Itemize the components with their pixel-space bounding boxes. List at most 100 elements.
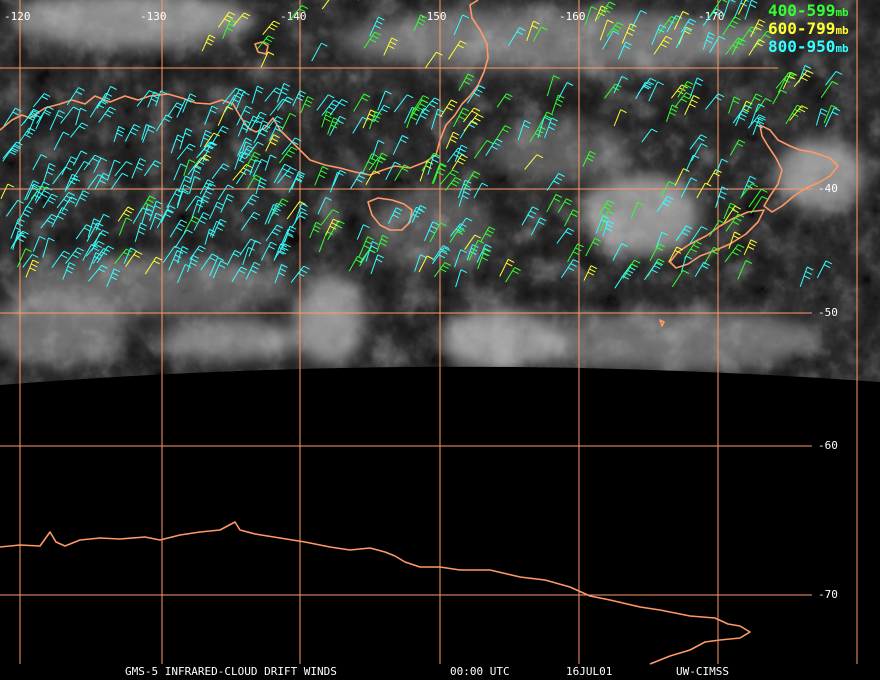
caption-source: UW-CIMSS bbox=[676, 665, 729, 678]
wind-barb bbox=[621, 23, 637, 44]
lon-label: -150 bbox=[420, 10, 447, 23]
wind-barb bbox=[170, 134, 184, 154]
wind-barb bbox=[453, 14, 469, 36]
wind-barb bbox=[785, 104, 804, 125]
wind-barb bbox=[449, 227, 466, 243]
wind-barb bbox=[532, 26, 548, 42]
wind-barb bbox=[696, 182, 712, 199]
wind-barb bbox=[124, 123, 141, 142]
wind-barb bbox=[96, 92, 113, 109]
wind-barb bbox=[51, 250, 71, 269]
wind-barb bbox=[445, 131, 460, 149]
wind-barb bbox=[235, 91, 250, 111]
wind-barb bbox=[260, 241, 277, 261]
caption-date: 16JUL01 bbox=[566, 665, 613, 678]
lat-label: -70 bbox=[818, 588, 838, 601]
wind-barb bbox=[204, 228, 216, 245]
coastlines bbox=[0, 0, 839, 665]
wind-barb bbox=[245, 141, 264, 159]
wind-barb bbox=[49, 109, 66, 131]
wind-barb bbox=[106, 159, 121, 181]
wind-barb bbox=[505, 267, 521, 283]
wind-barb bbox=[234, 151, 247, 170]
wind-barb bbox=[260, 51, 275, 68]
wind-barb bbox=[602, 220, 615, 237]
wind-barb bbox=[88, 252, 103, 271]
wind-barb bbox=[43, 162, 56, 183]
wind-barb bbox=[413, 14, 427, 32]
wind-barb bbox=[95, 213, 110, 231]
wind-barb bbox=[649, 243, 666, 262]
wind-barb bbox=[507, 27, 526, 46]
wind-barb bbox=[176, 184, 191, 206]
wind-barb bbox=[36, 106, 54, 124]
wind-barb bbox=[630, 202, 644, 219]
wind-barb bbox=[694, 261, 710, 277]
wind-barb bbox=[131, 157, 147, 179]
wind-barb bbox=[614, 272, 632, 289]
wind-barb bbox=[3, 107, 22, 127]
wind-barb bbox=[741, 175, 757, 197]
wind-barb bbox=[277, 166, 297, 184]
wind-barb bbox=[666, 15, 683, 33]
wind-barb bbox=[368, 156, 386, 171]
wind-barb bbox=[655, 231, 669, 249]
wind-barb bbox=[321, 99, 341, 116]
wind-barb bbox=[309, 221, 323, 239]
wind-barb bbox=[32, 235, 46, 252]
wind-barb bbox=[529, 126, 546, 143]
wind-barb bbox=[407, 206, 423, 224]
wind-barb bbox=[823, 104, 838, 124]
wind-barb bbox=[183, 159, 196, 177]
wind-barb bbox=[255, 177, 267, 195]
wind-barb bbox=[376, 234, 389, 253]
wind-barb bbox=[824, 107, 841, 128]
wind-barb bbox=[458, 73, 475, 91]
wind-barb bbox=[406, 107, 420, 129]
wind-barb bbox=[363, 31, 381, 49]
wind-barb bbox=[179, 128, 193, 150]
wind-barb bbox=[94, 172, 110, 190]
wind-barb bbox=[546, 194, 563, 213]
wind-barb bbox=[288, 173, 305, 193]
wind-barb bbox=[455, 269, 468, 288]
wind-barb bbox=[476, 244, 492, 263]
wind-barb bbox=[264, 154, 277, 171]
wind-barb bbox=[276, 96, 294, 111]
wind-barb bbox=[169, 219, 188, 238]
wind-barb bbox=[709, 0, 728, 17]
wind-barb bbox=[239, 141, 252, 161]
wind-barb bbox=[239, 238, 257, 256]
wind-barb bbox=[641, 128, 658, 143]
wind-barb bbox=[392, 135, 409, 156]
wind-barb bbox=[262, 20, 281, 36]
wind-barb bbox=[560, 259, 580, 279]
wind-barb bbox=[98, 106, 117, 123]
wind-barb bbox=[815, 108, 828, 126]
wind-barb bbox=[377, 90, 392, 111]
wind-barb bbox=[689, 226, 708, 245]
wind-barb bbox=[689, 77, 704, 99]
wind-barb bbox=[251, 85, 264, 104]
wind-barb bbox=[314, 166, 329, 186]
wind-barb bbox=[799, 266, 814, 288]
wind-barb bbox=[52, 166, 72, 185]
wind-barb bbox=[431, 163, 446, 185]
wind-barb bbox=[18, 127, 36, 144]
wind-barb bbox=[530, 217, 547, 236]
wind-barb bbox=[374, 152, 388, 171]
wind-barb bbox=[143, 160, 162, 177]
wind-barb bbox=[64, 177, 81, 192]
wind-barb bbox=[715, 158, 728, 175]
wind-barb bbox=[359, 249, 376, 267]
wind-barb bbox=[728, 96, 741, 114]
wind-barb bbox=[114, 248, 133, 265]
wind-barb bbox=[424, 51, 443, 69]
wind-barb bbox=[637, 77, 657, 94]
wind-barb bbox=[139, 195, 156, 213]
wind-barb bbox=[174, 229, 193, 249]
wind-barb bbox=[668, 246, 684, 263]
legend-entry-400-599: 400-599mb bbox=[768, 1, 849, 20]
wind-barb bbox=[199, 129, 212, 148]
wind-barb bbox=[24, 180, 40, 201]
